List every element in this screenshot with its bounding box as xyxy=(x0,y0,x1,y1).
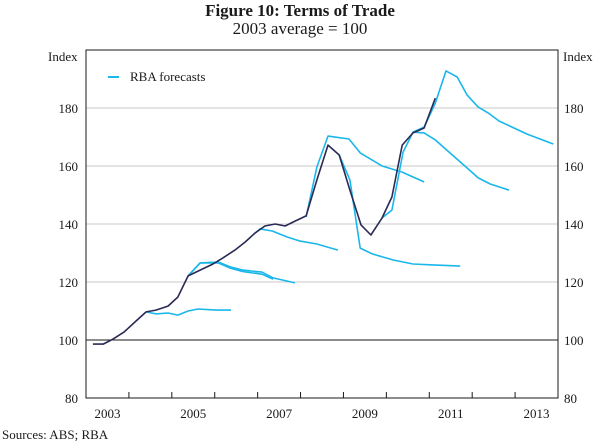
chart-subtitle: 2003 average = 100 xyxy=(232,19,368,38)
forecast-line xyxy=(338,154,461,267)
x-tick-label: 2011 xyxy=(438,406,464,421)
y-axis-label-right: Index xyxy=(563,49,593,64)
y-tick-label-right: 160 xyxy=(564,159,584,174)
x-tick-label: 2009 xyxy=(352,406,378,421)
y-tick-label-left: 120 xyxy=(59,275,79,290)
gridlines xyxy=(86,107,558,341)
y-tick-label-left: 160 xyxy=(59,159,79,174)
y-tick-label-right: 140 xyxy=(564,217,584,232)
forecast-line xyxy=(187,262,274,280)
x-tick-label: 2013 xyxy=(524,406,550,421)
legend: RBA forecasts xyxy=(108,69,205,84)
x-tick-label: 2007 xyxy=(266,406,293,421)
legend-label: RBA forecasts xyxy=(130,69,205,84)
y-tick-label-left: 100 xyxy=(59,333,79,348)
y-tick-label-left: 180 xyxy=(59,101,79,116)
source-note: Sources: ABS; RBA xyxy=(2,427,109,442)
series-lines xyxy=(92,70,554,345)
chart-title: Figure 10: Terms of Trade xyxy=(205,1,395,20)
actual-line xyxy=(92,97,437,345)
axis-ticks: 80 80 100 100 120 120 140 140 160 160 180 180 2003 20… xyxy=(59,101,584,421)
plot-frame xyxy=(85,49,559,399)
y-tick-label-left: 80 xyxy=(65,391,78,406)
y-tick-label-right: 100 xyxy=(564,333,584,348)
forecast-line xyxy=(187,261,296,284)
forecast-line xyxy=(305,135,425,218)
x-tick-label: 2005 xyxy=(180,406,206,421)
forecast-line xyxy=(412,70,554,145)
y-axis-label-left: Index xyxy=(48,49,78,64)
y-tick-label-right: 80 xyxy=(564,391,577,406)
y-tick-label-right: 180 xyxy=(564,101,584,116)
forecast-line xyxy=(381,131,510,219)
forecast-line xyxy=(145,308,231,316)
forecast-line xyxy=(254,228,339,251)
x-tick-label: 2003 xyxy=(94,406,120,421)
y-tick-label-right: 120 xyxy=(564,275,584,290)
y-tick-label-left: 140 xyxy=(59,217,79,232)
